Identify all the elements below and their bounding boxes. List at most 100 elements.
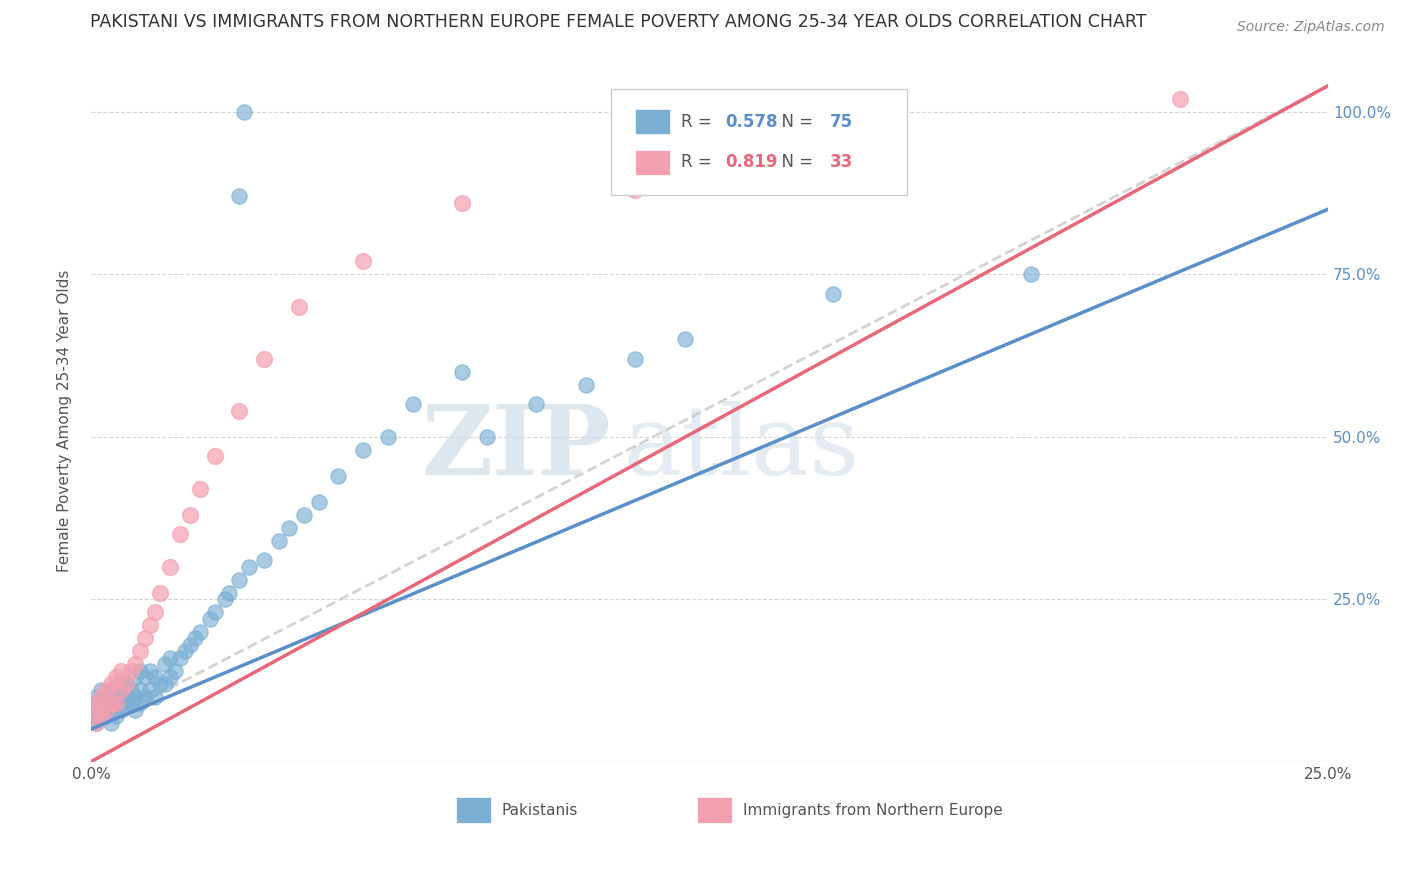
Point bbox=[124, 657, 146, 672]
Point bbox=[114, 676, 136, 690]
Point bbox=[292, 508, 315, 522]
Point bbox=[94, 703, 117, 717]
Point bbox=[90, 709, 112, 723]
Text: ZIP: ZIP bbox=[420, 401, 610, 495]
Point bbox=[174, 644, 197, 658]
Point bbox=[110, 690, 132, 704]
Point bbox=[104, 709, 127, 723]
Point bbox=[179, 638, 201, 652]
Point bbox=[169, 650, 191, 665]
Point bbox=[204, 449, 226, 463]
Point bbox=[84, 696, 107, 710]
Point bbox=[124, 690, 146, 704]
Point bbox=[159, 650, 181, 665]
Point bbox=[475, 430, 498, 444]
Point bbox=[120, 696, 142, 710]
Point bbox=[104, 696, 127, 710]
Point bbox=[84, 715, 107, 730]
FancyBboxPatch shape bbox=[610, 89, 907, 195]
Point bbox=[149, 585, 172, 599]
Point bbox=[401, 397, 423, 411]
Point bbox=[139, 664, 162, 678]
Point bbox=[143, 670, 166, 684]
Text: Immigrants from Northern Europe: Immigrants from Northern Europe bbox=[742, 803, 1002, 818]
Point bbox=[114, 676, 136, 690]
Text: Source: ZipAtlas.com: Source: ZipAtlas.com bbox=[1237, 20, 1385, 34]
Point bbox=[110, 703, 132, 717]
Point bbox=[100, 696, 122, 710]
Point bbox=[188, 482, 211, 496]
Point bbox=[129, 644, 152, 658]
Point bbox=[100, 703, 122, 717]
Point bbox=[84, 703, 107, 717]
Point bbox=[253, 351, 276, 366]
Point bbox=[100, 683, 122, 698]
Point bbox=[228, 403, 250, 417]
Point bbox=[129, 696, 152, 710]
Point bbox=[673, 332, 696, 346]
Point bbox=[90, 703, 112, 717]
Point bbox=[134, 670, 156, 684]
Point bbox=[624, 351, 647, 366]
Point bbox=[1019, 267, 1042, 281]
Point bbox=[624, 183, 647, 197]
Point bbox=[139, 683, 162, 698]
Point bbox=[94, 709, 117, 723]
Point bbox=[198, 612, 221, 626]
Point bbox=[90, 709, 112, 723]
Point bbox=[104, 690, 127, 704]
Point bbox=[94, 703, 117, 717]
Point bbox=[204, 605, 226, 619]
Point bbox=[288, 300, 311, 314]
Point bbox=[143, 605, 166, 619]
Point bbox=[149, 676, 172, 690]
Point bbox=[129, 664, 152, 678]
Point bbox=[84, 703, 107, 717]
Point bbox=[188, 624, 211, 639]
Point bbox=[218, 585, 240, 599]
Bar bbox=[636, 109, 669, 135]
Text: R =: R = bbox=[681, 112, 717, 130]
Y-axis label: Female Poverty Among 25-34 Year Olds: Female Poverty Among 25-34 Year Olds bbox=[58, 269, 72, 572]
Point bbox=[84, 696, 107, 710]
Point bbox=[143, 690, 166, 704]
Point bbox=[159, 559, 181, 574]
Point bbox=[110, 676, 132, 690]
Point bbox=[129, 683, 152, 698]
Point bbox=[124, 703, 146, 717]
Point bbox=[120, 664, 142, 678]
Text: 0.578: 0.578 bbox=[725, 112, 778, 130]
Point bbox=[1168, 92, 1191, 106]
Point bbox=[100, 676, 122, 690]
Point bbox=[114, 696, 136, 710]
Text: PAKISTANI VS IMMIGRANTS FROM NORTHERN EUROPE FEMALE POVERTY AMONG 25-34 YEAR OLD: PAKISTANI VS IMMIGRANTS FROM NORTHERN EU… bbox=[90, 13, 1147, 31]
Bar bbox=[636, 150, 669, 176]
Point bbox=[267, 533, 290, 548]
Text: R =: R = bbox=[681, 153, 717, 171]
Point bbox=[165, 664, 187, 678]
Point bbox=[100, 715, 122, 730]
Point bbox=[153, 676, 176, 690]
Point bbox=[238, 559, 260, 574]
Point bbox=[228, 189, 250, 203]
Text: 75: 75 bbox=[830, 112, 852, 130]
Point bbox=[84, 690, 107, 704]
Point bbox=[253, 553, 276, 567]
Point bbox=[110, 664, 132, 678]
Point bbox=[110, 683, 132, 698]
Point bbox=[120, 683, 142, 698]
Point bbox=[308, 494, 330, 508]
Bar bbox=[456, 797, 491, 823]
Point bbox=[94, 683, 117, 698]
Text: Pakistanis: Pakistanis bbox=[502, 803, 578, 818]
Point bbox=[214, 592, 236, 607]
Point bbox=[153, 657, 176, 672]
Point bbox=[328, 468, 350, 483]
Point bbox=[124, 670, 146, 684]
Point bbox=[100, 696, 122, 710]
Point bbox=[90, 690, 112, 704]
Point bbox=[104, 696, 127, 710]
Point bbox=[179, 508, 201, 522]
Point bbox=[823, 286, 845, 301]
Point bbox=[451, 365, 474, 379]
